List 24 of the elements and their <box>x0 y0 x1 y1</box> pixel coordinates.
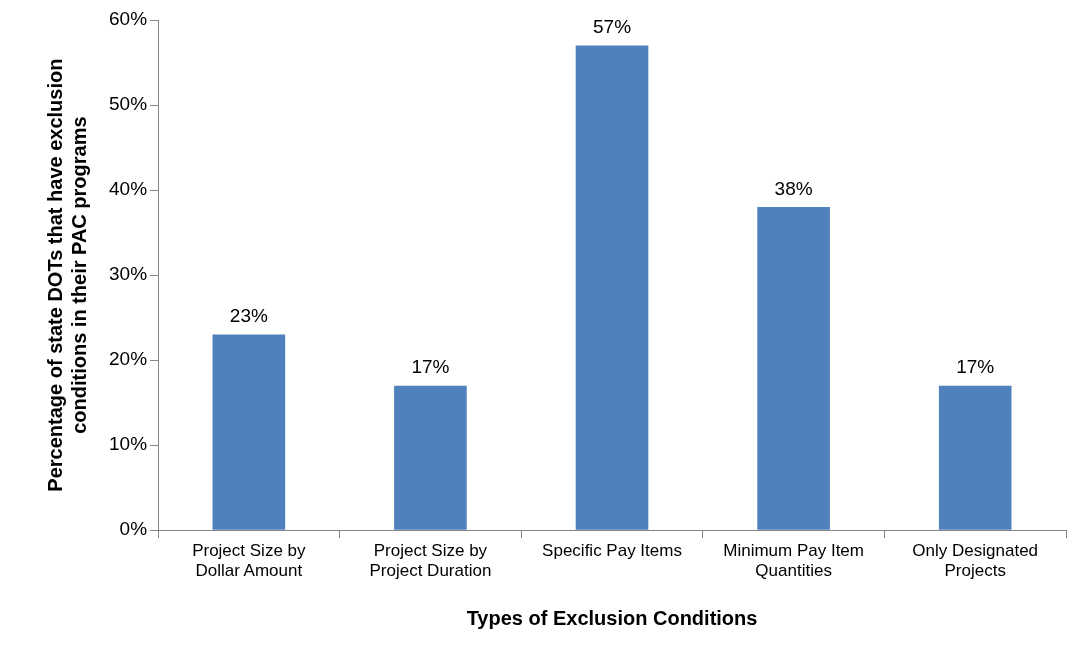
y-axis-title: Percentage of state DOTs that have exclusion conditions in their PAC programs <box>43 58 90 492</box>
y-tick-label: 10% <box>109 433 148 455</box>
data-label: 17% <box>956 356 995 378</box>
bar <box>394 385 467 530</box>
x-tick-label: Specific Pay Items <box>542 541 682 561</box>
x-axis-title: Types of Exclusion Conditions <box>466 606 758 629</box>
bar <box>938 385 1012 530</box>
data-label: 17% <box>411 356 450 378</box>
y-tick-label: 0% <box>119 518 148 540</box>
y-tick-label: 50% <box>109 93 148 115</box>
y-tick-label: 40% <box>109 178 148 200</box>
data-label: 38% <box>774 177 813 199</box>
data-label: 57% <box>593 16 632 38</box>
x-tick-label: Minimum Pay Item Quantities <box>723 541 864 581</box>
bar <box>212 334 286 530</box>
x-tick-label: Only Designated Projects <box>912 541 1039 581</box>
x-tick-label: Project Size by Dollar Amount <box>192 541 307 581</box>
bar <box>575 45 649 530</box>
bar <box>757 207 830 530</box>
y-tick-label: 60% <box>109 8 148 30</box>
y-tick-label: 30% <box>109 263 148 285</box>
x-tick-label: Project Size by Project Duration <box>369 541 492 581</box>
y-tick-label: 20% <box>109 348 148 370</box>
data-label: 23% <box>229 305 268 327</box>
